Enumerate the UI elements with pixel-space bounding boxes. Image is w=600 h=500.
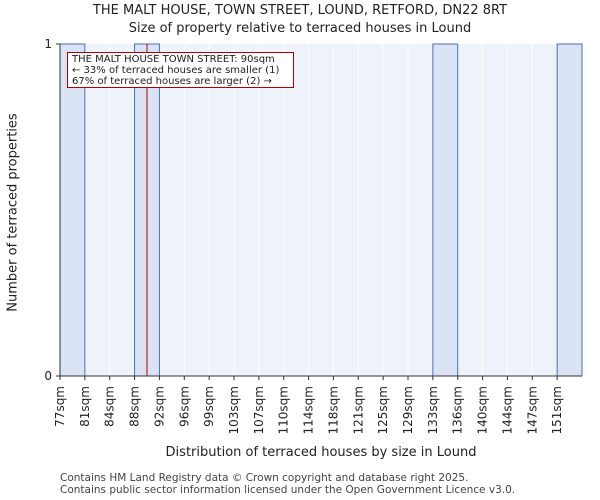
y-tick-label-0: 0 [44, 369, 52, 383]
footer-licence: Contains public sector information licen… [60, 484, 516, 496]
x-tick-label-92sqm: 92sqm [152, 386, 166, 427]
footer-copyright: Contains HM Land Registry data © Crown c… [60, 472, 469, 484]
y-tick-label-1: 1 [44, 37, 52, 51]
x-tick-label-107sqm: 107sqm [252, 386, 266, 434]
annotation-line-1: THE MALT HOUSE TOWN STREET: 90sqm [72, 54, 275, 65]
x-tick-label-129sqm: 129sqm [401, 386, 415, 434]
bar-77sqm [59, 43, 86, 377]
x-tick-label-133sqm: 133sqm [426, 386, 440, 434]
x-tick-label-77sqm: 77sqm [53, 386, 67, 427]
property-annotation-box: THE MALT HOUSE TOWN STREET: 90sqm ← 33% … [67, 52, 294, 88]
x-tick-label-99sqm: 99sqm [202, 386, 216, 427]
x-tick-label-81sqm: 81sqm [78, 386, 92, 427]
x-tick-label-144sqm: 144sqm [500, 386, 514, 434]
x-tick-label-114sqm: 114sqm [302, 386, 316, 434]
chart-title: THE MALT HOUSE, TOWN STREET, LOUND, RETF… [92, 3, 508, 18]
x-tick-label-118sqm: 118sqm [326, 386, 340, 434]
x-tick-label-140sqm: 140sqm [476, 386, 490, 434]
x-tick-label-103sqm: 103sqm [227, 386, 241, 434]
x-axis-label: Distribution of terraced houses by size … [165, 445, 477, 460]
annotation-line-3: 67% of terraced houses are larger (2) → [72, 76, 272, 87]
bar-151sqm [556, 43, 583, 377]
chart-subtitle: Size of property relative to terraced ho… [128, 21, 472, 36]
x-tick-label-110sqm: 110sqm [277, 386, 291, 434]
annotation-line-2: ← 33% of terraced houses are smaller (1) [72, 65, 280, 76]
x-tick-label-96sqm: 96sqm [177, 386, 191, 427]
x-tick-label-147sqm: 147sqm [525, 386, 539, 434]
x-tick-label-84sqm: 84sqm [103, 386, 117, 427]
y-axis-label: Number of terraced properties [5, 113, 21, 312]
bar-133sqm [432, 43, 459, 377]
x-tick-label-136sqm: 136sqm [451, 386, 465, 434]
x-tick-label-151sqm: 151sqm [550, 386, 564, 434]
x-tick-label-125sqm: 125sqm [376, 386, 390, 434]
x-tick-label-121sqm: 121sqm [351, 386, 365, 434]
x-tick-label-88sqm: 88sqm [128, 386, 142, 427]
